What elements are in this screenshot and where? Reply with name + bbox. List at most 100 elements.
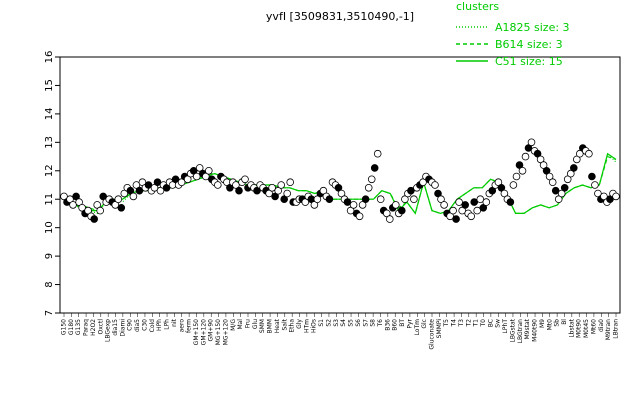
x-tick-label: Sb [554,319,561,327]
data-point [476,195,485,204]
x-tick-label: Lbstat [568,318,575,337]
data-point [361,195,370,204]
data-point [114,195,123,204]
data-point [506,198,515,206]
x-tick-label: nit [171,318,178,326]
x-tick-label: Bl [561,319,568,325]
data-point [588,172,596,181]
data-point [283,189,292,198]
x-tick-label: dia15 [112,319,119,336]
y-tick-label: 12 [44,164,55,177]
data-point [545,172,554,181]
x-tick-label: BT [399,319,406,327]
legend: clusters A1825 size: 3 B614 size: 3 C51 si… [456,0,570,68]
data-point [214,181,222,189]
data-point [470,198,479,206]
x-tick-label: Salt [281,318,288,330]
y-tick-label: 16 [44,51,55,64]
x-tick-label: S5 [348,319,355,327]
legend-label-0: A1825 size: 3 [495,21,570,34]
y-axis: 7 8 9 10 11 12 13 14 15 16 [44,51,60,316]
data-point [551,186,560,195]
x-tick-label: M/G [230,319,237,331]
x-tick-label: LPhT [502,319,509,334]
x-tick-label: LoTm [414,319,421,336]
chart-title: yvfI [3509831,3510490,-1] [266,10,414,23]
y-tick-label: 15 [44,79,55,92]
data-point [431,181,439,189]
data-point [407,186,415,195]
data-point [385,215,394,223]
data-point [253,186,261,195]
x-tick-label: S6 [355,319,362,327]
x-tick-label: Heat [274,318,281,333]
data-point [548,178,557,187]
data-point [232,181,240,189]
data-point [135,186,144,195]
data-point [177,178,186,187]
x-tick-label: BC [487,319,494,327]
x-tick-label: Glc [421,319,428,329]
x-tick-label: MG+120 [222,319,229,345]
x-tick-label: S8 [370,319,377,327]
x-tick-label: C30 [141,319,148,331]
data-point [455,198,463,206]
x-tick-label: Mal [237,319,244,330]
data-point [195,164,204,172]
x-tick-label: T6 [377,319,384,328]
data-point [96,206,104,215]
x-tick-label: Cold [149,319,156,333]
x-tick-label: LBGtran [517,319,524,343]
data-point [509,181,518,189]
data-point [271,192,279,201]
legend-title: clusters [456,0,499,13]
x-tick-label: Oxctl [97,319,104,335]
data-point [117,204,126,212]
data-point [410,195,418,204]
data-point [600,192,608,201]
x-tick-label: G135 [75,319,82,335]
x-tick-label: M0t45 [583,319,590,338]
data-point [241,175,249,184]
data-point [527,138,536,147]
data-point [473,206,482,215]
x-tick-label: Mt0 [546,319,553,331]
x-tick-label: S3 [333,319,340,327]
data-point [560,184,569,192]
x-tick-label: dia0 [598,319,605,332]
data-point [349,201,358,209]
x-tick-label: ferm [186,319,193,333]
legend-label-1: B614 size: 3 [495,38,563,51]
data-point [268,184,276,192]
data-point [325,195,334,204]
x-tick-label: M0t90 [576,319,583,338]
y-tick-label: 13 [44,136,55,149]
x-tick-label: LPh [164,319,171,330]
x-tick-label: Sw [495,319,502,328]
x-tick-label: G150 [61,319,68,335]
data-point [452,215,460,223]
data-point [367,175,376,184]
data-point [437,195,445,204]
data-point [192,172,201,181]
x-tick-label: BMM [267,319,274,333]
x-tick-label: LBtran [613,319,620,339]
x-tick-label: T0 [480,319,487,328]
data-point [90,215,98,223]
x-tick-label: H2O2 [90,319,97,336]
data-point [277,181,286,189]
data-point [373,149,382,158]
data-point [440,201,448,209]
x-tick-label: GM+90 [208,319,215,342]
x-tick-label: Mt60 [590,319,597,334]
legend-label-2: C51 size: 15 [495,55,563,68]
x-tick-label: HPh [156,319,163,331]
data-point [397,206,406,215]
data-point [370,164,379,172]
x-tick-label: Pyr [406,318,413,328]
data-point [449,206,457,215]
data-point [585,149,593,158]
x-tick-label: Glu [252,319,259,329]
x-tick-label: S1 [318,319,325,327]
